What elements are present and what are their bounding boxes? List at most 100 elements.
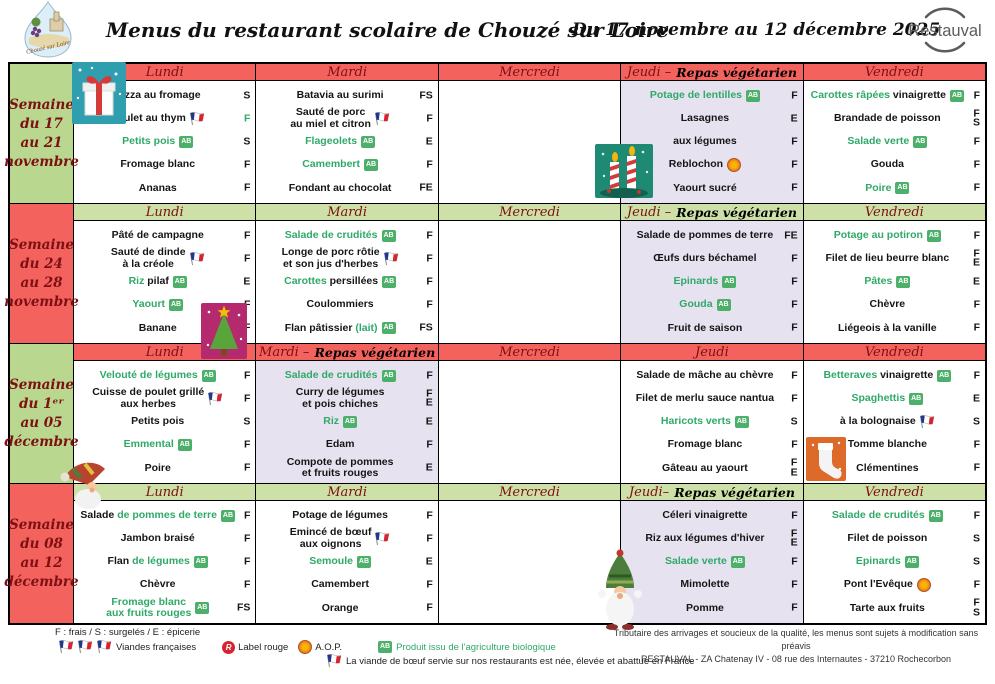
dish-name: Betteraves vinaigrette xyxy=(823,368,934,381)
footer-disclaimer: Tributaire des arrivages et soucieux de … xyxy=(613,628,979,651)
storage-code: FS xyxy=(419,321,433,334)
storage-code: F xyxy=(791,368,798,381)
legend-aop: A.O.P. xyxy=(315,641,343,653)
day-menu: Salade de mâche au chèvre F Filet de merlu… xyxy=(621,361,802,483)
ab-organic-icon: AB xyxy=(734,416,749,428)
stocking-decoration-image xyxy=(805,437,846,481)
dish-name: Salade de crudités xyxy=(831,508,925,521)
dish-name: Salade verte xyxy=(847,135,910,148)
dish-name: Camembert xyxy=(302,158,360,171)
dish-name: Salade de crudités xyxy=(284,368,378,381)
menu-item: Carottes râpées vinaigrette AB F xyxy=(804,84,985,107)
storage-code: F xyxy=(243,112,251,125)
menu-grid: Semaine du 17 au 21 novembre Lundi Pizza a… xyxy=(4,62,987,630)
week-label: Semaine du 08 au 12 décembre xyxy=(4,484,79,623)
storage-code: F xyxy=(973,298,981,311)
storage-code: F xyxy=(973,88,981,101)
day-name: Lundi xyxy=(145,64,184,80)
day-name: Jeudi – xyxy=(626,64,672,80)
day-column: Lundi Pizza au fromage S Poulet au thym F Pet… xyxy=(72,62,257,203)
day-name: Mercredi xyxy=(499,344,560,360)
dish-name: Liégeois à la vanille xyxy=(838,321,937,334)
gnome-hat-decoration-image xyxy=(60,462,105,509)
menu-item: Mimolette F xyxy=(621,574,802,597)
aop-label-icon xyxy=(298,640,313,654)
menu-item: Salade de mâche au chèvre F xyxy=(621,364,802,387)
dish-name: Orange xyxy=(321,601,359,614)
storage-code: F E xyxy=(790,527,798,549)
day-column: Lundi Pâté de campagne F Sauté de dinde à l… xyxy=(74,204,257,359)
footer-notes: Tributaire des arrivages et soucieux de … xyxy=(605,627,987,666)
dish-name: Fromage blanc aux fruits rouges xyxy=(106,595,192,620)
storage-code: F xyxy=(243,392,251,405)
dish-name: Semoule xyxy=(309,555,353,568)
dish-name: Coulommiers xyxy=(306,298,374,311)
menu-item: Coulommiers F xyxy=(256,294,437,317)
storage-code: F xyxy=(973,438,981,451)
menu-item: Liégeois à la vanille F xyxy=(804,317,985,340)
dish-name: Petits pois xyxy=(131,415,185,428)
storage-code: E xyxy=(790,112,798,125)
dish-name: Pâtes xyxy=(864,275,893,288)
legend-organic-label: Produit issu de l'agriculture biologique xyxy=(396,641,556,653)
dish-name: Camembert xyxy=(311,578,369,591)
ab-organic-icon: AB xyxy=(361,136,376,148)
day-name: Lundi xyxy=(145,484,184,500)
day-menu: Pizza au fromage S Poulet au thym F Petits p… xyxy=(74,81,255,203)
ab-organic-icon: AB xyxy=(722,276,737,288)
dish-name: Mimolette xyxy=(680,578,730,591)
menu-item: Compote de pommes et fruits rouges E xyxy=(256,456,437,480)
day-menu: Salade de crudités AB F Longe de porc rôtie… xyxy=(256,221,437,343)
ab-organic-icon: AB xyxy=(730,556,745,568)
dish-name: Céleri vinaigrette xyxy=(662,508,748,521)
storage-code: F xyxy=(791,438,798,451)
dish-name: Epinards xyxy=(855,555,901,568)
menu-item: Epinards AB S xyxy=(804,550,985,573)
day-header: Jeudi xyxy=(621,344,803,361)
dish-name: Reblochon xyxy=(668,158,724,171)
menu-item: Potage de légumes F xyxy=(256,504,437,527)
storage-code: E xyxy=(973,392,981,405)
candles-decoration-image xyxy=(595,144,654,198)
french-meat-flag-icon xyxy=(97,640,112,654)
vegetarian-label: Repas végétarien xyxy=(676,204,797,220)
storage-code: F xyxy=(791,555,798,568)
storage-code: F S xyxy=(973,596,981,619)
date-range: Du 17 novembre au 12 décembre 2025 xyxy=(572,20,941,40)
ab-organic-icon: AB xyxy=(913,136,928,148)
dish-name: Yaourt xyxy=(132,298,166,311)
dish-name: Flan de légumes xyxy=(107,555,190,568)
dish-name: Flageolets xyxy=(305,135,358,148)
vegetarian-label: Repas végétarien xyxy=(314,344,436,360)
storage-code: F xyxy=(791,298,798,311)
menu-item: Poire F xyxy=(74,457,255,480)
dish-name: Batavia au surimi xyxy=(296,88,384,101)
day-menu: Batavia au surimi FS Sauté de porc au miel… xyxy=(256,81,437,203)
dish-name: Riz pilaf xyxy=(128,275,169,288)
day-menu: Carottes râpées vinaigrette AB F Brandade d… xyxy=(804,81,985,203)
day-column: Mardi Salade de crudités AB F Longe de porc … xyxy=(256,204,439,343)
dish-name: Carottes persillées xyxy=(284,275,379,288)
storage-code: FE xyxy=(784,228,798,241)
menu-item: Emmental AB F xyxy=(74,434,255,457)
storage-code: F xyxy=(426,438,433,451)
legend-codes: F : frais / S : surgelés / E : épicerie xyxy=(55,627,201,638)
legend-viandes-label: Viandes françaises xyxy=(116,641,197,653)
menu-item: Cuisse de poulet grillé aux herbes F xyxy=(74,387,255,410)
day-menu xyxy=(439,221,620,343)
menu-item: Orange F xyxy=(256,597,437,620)
page-title: Menus du restaurant scolaire de Chouzé s… xyxy=(106,18,669,42)
storage-code: E xyxy=(425,135,433,148)
dish-name: Tomme blanche xyxy=(847,438,927,451)
week-label: Semaine du 24 au 28 novembre xyxy=(4,204,79,343)
legend-beef-note: La viande de bœuf servie sur nos restaur… xyxy=(346,655,695,667)
french-meat-flag-icon xyxy=(327,654,342,668)
day-name: Mardi xyxy=(327,484,367,500)
storage-code: S xyxy=(973,532,981,545)
storage-code: E xyxy=(425,555,433,568)
dish-name: Pâté de campagne xyxy=(111,228,204,241)
menu-item: Fruit de saison F xyxy=(621,317,802,340)
menu-item: Salade de pommes de terre AB F xyxy=(74,504,255,527)
day-column: Lundi Velouté de légumes AB F Cuisse de poul… xyxy=(60,344,257,509)
ab-organic-icon: AB xyxy=(356,556,371,568)
